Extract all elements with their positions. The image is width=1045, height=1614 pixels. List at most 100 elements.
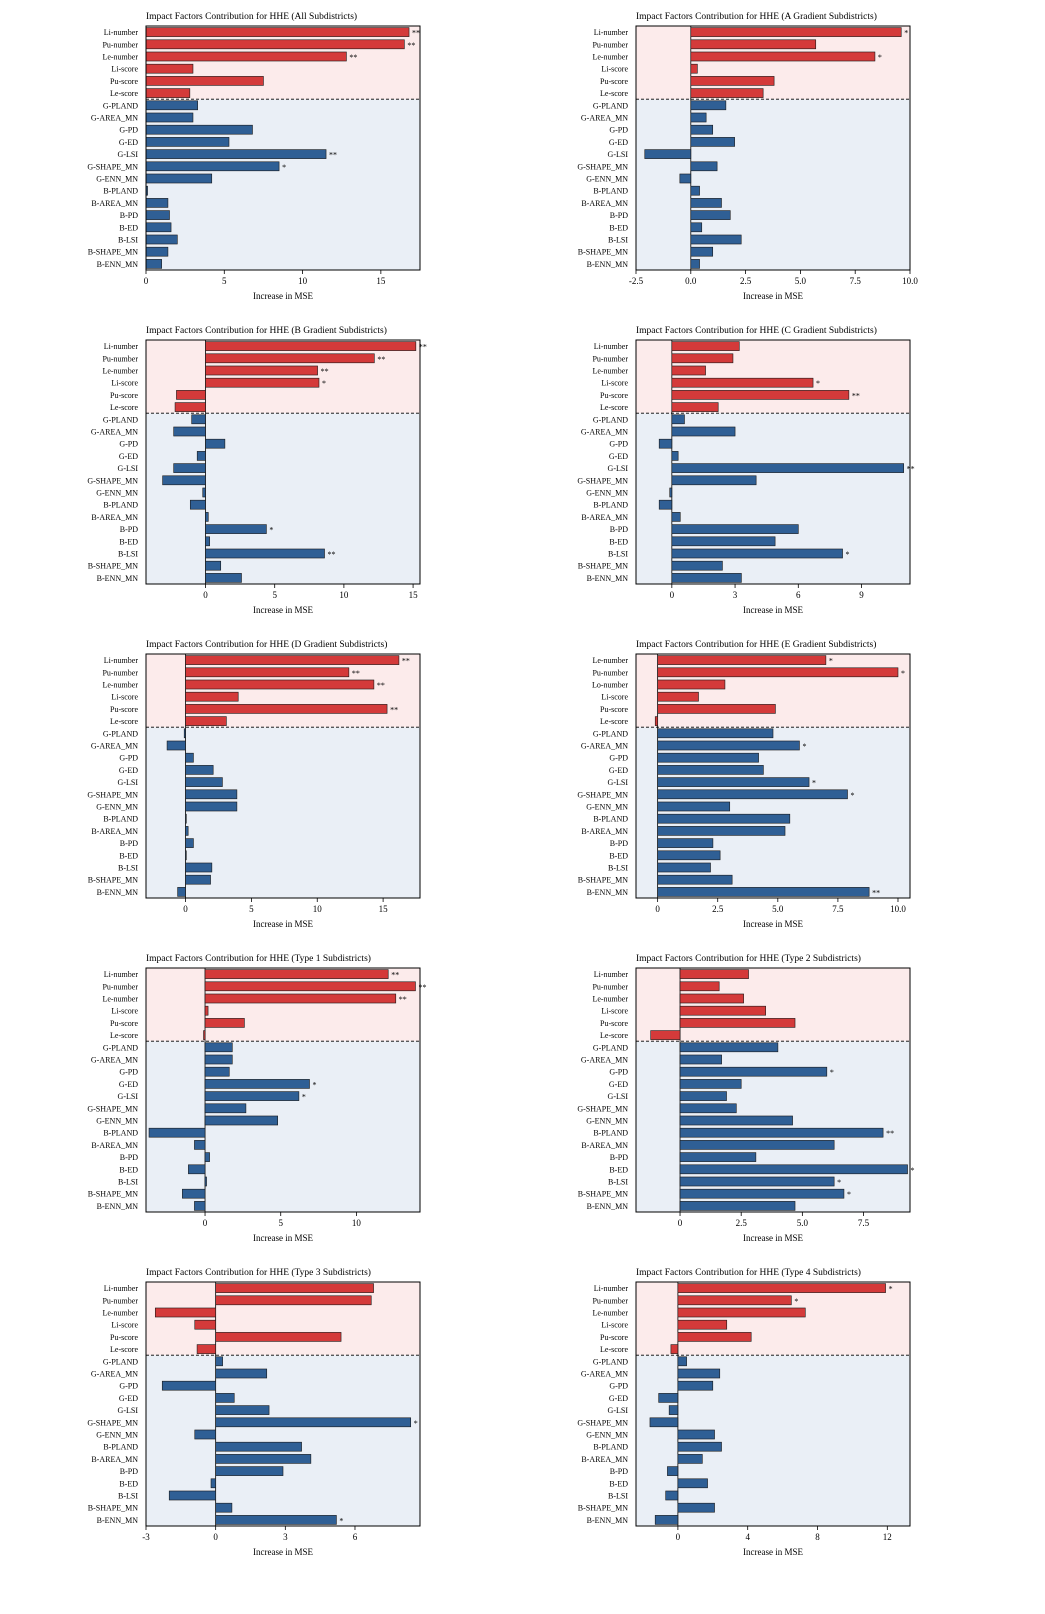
- significance-label: **: [412, 29, 420, 38]
- bar-g-lsi: [204, 1091, 300, 1101]
- significance-label: *: [269, 526, 273, 535]
- x-tick-label: 5: [249, 904, 254, 914]
- category-label: Pu-score: [110, 1333, 138, 1342]
- significance-label: *: [837, 1178, 841, 1187]
- bar-g-ed: [145, 137, 230, 147]
- bar-b-pland: [185, 813, 187, 824]
- bar-g-pland: [671, 414, 685, 425]
- bar-g-lsi: [671, 463, 904, 473]
- x-tick-label: 15: [409, 590, 419, 600]
- bar-b-area-mn: [205, 512, 209, 522]
- bar-b-enn-mn: [215, 1515, 337, 1525]
- x-tick-label: -3: [142, 1532, 150, 1542]
- category-label: G-PD: [609, 1068, 628, 1077]
- bar-b-ed: [677, 1478, 708, 1489]
- category-label: B-AREA_MN: [91, 199, 138, 208]
- category-label: Li-number: [594, 28, 629, 37]
- chart-title: Impact Factors Contribution for HHE (Typ…: [146, 953, 371, 964]
- bar-li-score: [185, 691, 239, 702]
- bar-le-number: [154, 1307, 216, 1318]
- category-label: G-ED: [119, 766, 138, 775]
- bar-li-number: [671, 341, 740, 351]
- bar-le-score: [671, 402, 719, 412]
- significance-label: **: [352, 669, 360, 678]
- bar-g-area-mn: [215, 1368, 268, 1379]
- category-label: G-SHAPE_MN: [87, 1104, 138, 1113]
- region-red-background: [146, 968, 420, 1042]
- significance-label: **: [872, 888, 880, 897]
- significance-label: **: [377, 355, 385, 364]
- category-label: Pu-number: [102, 668, 138, 677]
- bar-pu-number: [204, 981, 416, 992]
- bar-b-shape-mn: [205, 560, 222, 571]
- significance-label: *: [830, 1068, 834, 1077]
- bar-b-shape-mn: [145, 246, 169, 257]
- bar-g-shape-mn: [162, 475, 206, 486]
- bar-g-enn-mn: [669, 487, 673, 498]
- x-tick-label: 10: [339, 590, 349, 600]
- chart-title: Impact Factors Contribution for HHE (All…: [146, 11, 357, 22]
- category-label: G-LSI: [608, 464, 629, 473]
- category-label: Pu-score: [600, 1333, 628, 1342]
- category-label: Le-number: [592, 53, 628, 62]
- bar-b-ed: [671, 536, 776, 547]
- category-label: B-PD: [610, 525, 628, 534]
- chart-title: Impact Factors Contribution for HHE (Typ…: [146, 1267, 371, 1278]
- category-label: G-ENN_MN: [96, 1117, 138, 1126]
- category-label: G-PLAND: [593, 1043, 628, 1052]
- category-label: Li-number: [594, 1284, 629, 1293]
- category-label: G-ENN_MN: [586, 803, 628, 812]
- bar-g-lsi: [185, 777, 223, 787]
- region-blue-background: [146, 727, 420, 898]
- category-label: G-LSI: [118, 778, 139, 787]
- x-tick-label: 5: [222, 276, 227, 286]
- significance-label: **: [321, 367, 329, 376]
- category-label: G-PLAND: [103, 101, 138, 110]
- chart-panel-8: Li-number Pu-number Le-number Li-score Pu-sc…: [490, 942, 1010, 1262]
- category-label: G-ED: [119, 1080, 138, 1089]
- significance-label: **: [907, 465, 915, 474]
- category-label: B-LSI: [118, 864, 138, 873]
- bar-b-pd: [204, 1152, 210, 1162]
- category-label: Pu-score: [600, 1019, 628, 1028]
- significance-label: **: [419, 343, 427, 352]
- category-label: Pu-score: [110, 391, 138, 400]
- category-label: G-LSI: [608, 150, 629, 159]
- category-label: Pu-score: [110, 1019, 138, 1028]
- chart-panel-1: ** Li-number ** Pu-number ** Le-number Li-scor…: [0, 0, 520, 320]
- category-label: B-ED: [609, 537, 628, 546]
- bar-le-number: [671, 365, 706, 376]
- significance-label: *: [851, 791, 855, 800]
- significance-label: **: [886, 1129, 894, 1138]
- bar-g-lsi: [668, 1405, 679, 1415]
- chart-svg: * Li-number * Pu-number Le-number Li-score Pu-…: [577, 1267, 911, 1557]
- bar-b-lsi: [168, 1490, 216, 1501]
- category-label: Le-score: [110, 89, 138, 98]
- bar-g-area-mn: [671, 426, 736, 437]
- region-red-background: [636, 654, 910, 728]
- category-label: B-PLAND: [593, 1129, 628, 1138]
- bar-b-ed: [690, 222, 703, 233]
- chart-panel-5: ** Li-number ** Pu-number ** Le-number Li-scor…: [0, 628, 520, 948]
- category-label: B-LSI: [118, 1178, 138, 1187]
- bar-b-lsi: [679, 1176, 835, 1187]
- category-label: B-AREA_MN: [581, 1141, 628, 1150]
- category-label: G-ED: [119, 1394, 138, 1403]
- bar-b-pd: [667, 1466, 679, 1476]
- region-red-background: [146, 654, 420, 728]
- category-label: G-PLAND: [593, 729, 628, 738]
- chart-svg: ** Li-number ** Pu-number ** Le-number * Li-sco…: [87, 325, 427, 615]
- category-label: G-LSI: [608, 778, 629, 787]
- category-label: B-AREA_MN: [91, 513, 138, 522]
- category-label: B-ENN_MN: [97, 574, 139, 583]
- bar-g-ed: [204, 1079, 310, 1089]
- category-label: Le-number: [102, 367, 138, 376]
- category-label: G-LSI: [118, 150, 139, 159]
- bar-b-shape-mn: [182, 1188, 206, 1199]
- category-label: G-SHAPE_MN: [87, 162, 138, 171]
- bar-b-ed: [185, 850, 187, 861]
- category-label: B-ENN_MN: [97, 1516, 139, 1525]
- category-label: Li-score: [601, 1321, 628, 1330]
- significance-label: *: [846, 550, 850, 559]
